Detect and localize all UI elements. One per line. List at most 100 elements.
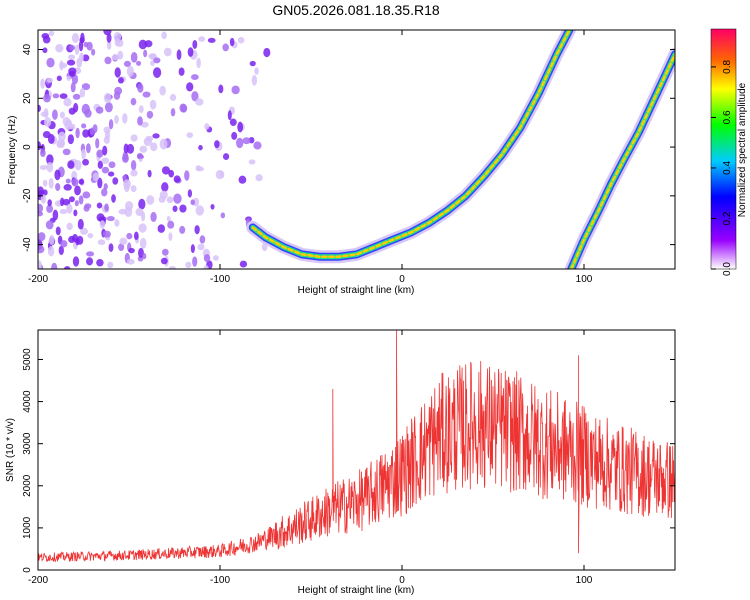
noise-blob	[82, 158, 89, 166]
y-tick-label: 1000	[22, 516, 33, 539]
noise-blob	[89, 127, 95, 136]
noise-blob	[84, 109, 92, 118]
noise-blob	[67, 160, 75, 169]
noise-blob	[130, 185, 137, 193]
noise-blob	[149, 99, 157, 110]
noise-blob	[62, 117, 71, 126]
noise-blob	[231, 131, 238, 140]
noise-blob	[60, 240, 68, 248]
noise-blob	[176, 49, 182, 61]
noise-blob	[58, 131, 66, 142]
colorbar-tick-label: 0.8	[722, 60, 733, 74]
noise-blob	[180, 104, 188, 113]
noise-blob	[63, 184, 72, 191]
noise-blob	[140, 121, 149, 128]
noise-blob	[73, 209, 78, 217]
noise-blob	[40, 149, 46, 157]
noise-blob	[139, 145, 148, 153]
y-tick-label: 3000	[22, 432, 33, 455]
noise-blob	[114, 114, 119, 125]
noise-blob	[192, 39, 198, 49]
noise-blob	[55, 44, 64, 53]
y-tick-label: 0	[22, 567, 33, 573]
noise-blob	[101, 188, 108, 197]
noise-blob	[59, 111, 65, 119]
x-tick-label: 100	[576, 274, 593, 285]
noise-blob	[83, 41, 89, 48]
noise-blob	[195, 98, 204, 106]
noise-blob	[203, 254, 211, 263]
noise-blob	[128, 247, 135, 254]
noise-blob	[40, 78, 45, 89]
noise-blob	[95, 106, 104, 114]
noise-blob	[248, 159, 256, 165]
noise-blob	[38, 245, 45, 254]
noise-blob	[60, 197, 65, 207]
noise-blob	[96, 213, 105, 222]
noise-blob	[185, 261, 192, 269]
noise-blob	[130, 97, 137, 106]
noise-blob	[42, 47, 48, 54]
noise-blob	[79, 88, 86, 98]
noise-blob	[66, 222, 73, 231]
noise-blob	[253, 141, 262, 150]
noise-blob	[81, 83, 91, 91]
noise-blob	[72, 233, 79, 243]
noise-blob	[161, 248, 169, 256]
noise-blob	[146, 195, 155, 205]
noise-blob	[166, 196, 174, 204]
noise-blob	[191, 91, 199, 102]
noise-blob	[62, 148, 71, 156]
noise-blob	[251, 74, 258, 86]
noise-blob	[54, 169, 61, 181]
noise-blob	[159, 85, 166, 96]
noise-blob	[47, 199, 52, 207]
x-tick-label: 100	[576, 575, 593, 586]
y-tick-label: 20	[22, 92, 33, 104]
noise-blob	[187, 189, 193, 198]
noise-blob	[46, 77, 54, 83]
noise-blob	[47, 245, 55, 257]
noise-blob	[101, 157, 110, 164]
noise-blob	[38, 203, 44, 213]
noise-blob	[108, 119, 114, 130]
noise-blob	[139, 237, 147, 249]
noise-blob	[215, 169, 224, 180]
noise-blob	[126, 65, 134, 77]
noise-blob	[74, 185, 81, 196]
noise-blobs	[38, 30, 271, 269]
noise-blob	[231, 85, 240, 95]
noise-blob	[107, 261, 114, 269]
noise-blob	[229, 118, 237, 126]
noise-blob	[179, 204, 187, 213]
noise-blob	[142, 91, 151, 98]
noise-blob	[169, 93, 177, 102]
noise-blob	[113, 91, 121, 100]
x-tick-label: 0	[399, 274, 405, 285]
noise-blob	[236, 137, 244, 149]
noise-blob	[48, 234, 55, 245]
noise-blob	[242, 137, 251, 145]
noise-blob	[104, 203, 109, 212]
noise-blob	[69, 70, 76, 77]
noise-blob	[133, 231, 139, 240]
noise-blob	[148, 53, 157, 59]
noise-blob	[147, 169, 152, 178]
noise-blob	[74, 44, 80, 55]
noise-blob	[66, 203, 73, 214]
noise-blob	[92, 172, 99, 182]
noise-blob	[43, 108, 49, 118]
noise-blob	[137, 116, 143, 126]
noise-blob	[124, 201, 134, 211]
noise-blob	[199, 235, 206, 244]
noise-blob	[97, 177, 103, 189]
noise-blob	[222, 43, 229, 52]
noise-blob	[48, 178, 54, 189]
noise-blob	[138, 105, 144, 113]
noise-blob	[198, 144, 203, 151]
noise-blob	[103, 92, 112, 104]
noise-blob	[59, 93, 68, 99]
noise-blob	[76, 235, 84, 245]
noise-blob	[108, 161, 116, 169]
noise-blob	[118, 208, 127, 215]
